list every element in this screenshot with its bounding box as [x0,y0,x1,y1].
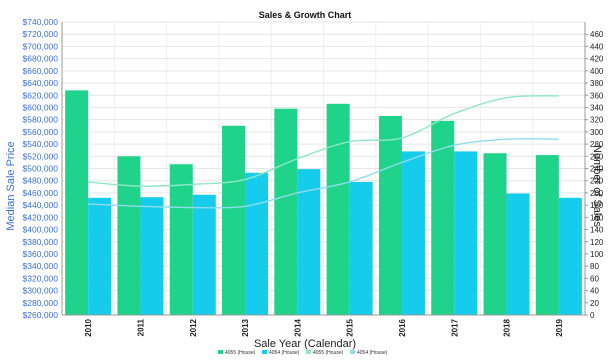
bar [140,197,164,315]
bar [297,169,321,315]
y-tick-label-left: $500,000 [23,164,59,174]
y-tick-label-left: $480,000 [23,176,59,186]
y-tick-label-left: $600,000 [23,102,59,112]
x-tick-label: 2010 [84,318,93,336]
y-tick-label-left: $700,000 [23,41,59,51]
y-tick-label-right: 160 [590,213,604,222]
y-axis-label-right: Number of Sales [591,145,603,227]
y-tick-label-right: 360 [590,91,604,100]
y-tick-label-left: $720,000 [23,29,59,39]
y-tick-label-left: $660,000 [23,66,59,76]
y-tick-label-left: $420,000 [23,212,59,222]
y-tick-label-right: 20 [590,299,599,308]
y-tick-label-left: $380,000 [23,237,59,247]
y-tick-label-right: 220 [590,177,604,186]
y-tick-label-right: 40 [590,287,599,296]
y-tick-label-left: $280,000 [23,298,59,308]
bar [326,103,350,315]
bar [349,181,373,315]
x-tick-label: 2015 [346,318,355,336]
y-tick-label-right: 0 [590,311,595,320]
x-tick-label: 2019 [555,318,564,336]
series-line [88,138,559,209]
y-tick-label-left: $460,000 [23,188,59,198]
bar [431,120,455,315]
bar [222,125,246,315]
y-tick-label-left: $680,000 [23,54,59,64]
y-tick-label-right: 440 [590,42,604,51]
y-tick-label-left: $520,000 [23,151,59,161]
line-layer [88,95,559,209]
bar [117,156,141,315]
bar [274,108,298,315]
bar [88,197,112,315]
y-tick-label-right: 380 [590,79,604,88]
y-tick-label-right: 200 [590,189,604,198]
legend-label: 4055 (House) [225,350,256,356]
x-tick-label: 2018 [503,318,512,336]
bar [506,193,530,315]
y-axis-label-left: Median Sale Price [5,141,17,230]
y-tick-label-right: 420 [590,55,604,64]
series-line [88,95,559,187]
axis-layer: $260,000 $280,000 $300,000 $320,000 $340,000… [23,17,604,337]
legend-label: 4054 (House) [357,350,388,356]
bar [169,164,193,315]
x-tick-label: 2014 [293,318,302,336]
y-tick-label-left: $320,000 [23,273,59,283]
y-tick-label-right: 80 [590,262,599,271]
y-tick-label-right: 460 [590,30,604,39]
x-tick-label: 2012 [189,318,198,336]
y-tick-label-right: 300 [590,128,604,137]
bar [483,153,507,315]
y-tick-label-right: 140 [590,226,604,235]
bar [65,90,89,315]
y-tick-label-left: $440,000 [23,200,59,210]
bar-layer [65,90,582,315]
y-tick-label-right: 340 [590,103,604,112]
y-tick-label-left: $640,000 [23,78,59,88]
legend-swatch [262,350,267,354]
y-tick-label-left: $620,000 [23,90,59,100]
y-tick-label-right: 100 [590,250,604,259]
bar [401,151,425,315]
x-tick-label: 2013 [241,318,250,336]
y-tick-label-right: 280 [590,140,604,149]
y-tick-label-right: 260 [590,152,604,161]
bar [245,172,269,315]
legend-label: 4054 (House) [269,350,300,356]
y-tick-label-left: $740,000 [23,17,59,27]
bar [378,116,402,315]
legend-swatch [218,350,223,354]
y-tick-label-left: $400,000 [23,225,59,235]
bar [454,151,478,315]
bar [558,197,582,315]
y-tick-label-left: $580,000 [23,115,59,125]
y-tick-label-right: 240 [590,165,604,174]
y-tick-label-right: 120 [590,238,604,247]
y-tick-label-right: 400 [590,67,604,76]
bar [192,194,216,315]
x-tick-label: 2016 [398,318,407,336]
y-tick-label-right: 60 [590,274,599,283]
y-tick-label-left: $560,000 [23,127,59,137]
y-tick-label-right: 320 [590,116,604,125]
legend-swatch [306,350,311,354]
legend-label: 4055 (House) [313,350,344,356]
y-tick-label-left: $360,000 [23,249,59,259]
y-tick-label-left: $540,000 [23,139,59,149]
y-tick-label-left: $340,000 [23,261,59,271]
x-tick-label: 2011 [136,318,145,336]
chart-title: Sales & Growth Chart [259,10,352,20]
y-tick-label-left: $300,000 [23,286,59,296]
legend-swatch [350,350,355,354]
y-tick-label-right: 180 [590,201,604,210]
x-tick-label: 2017 [450,318,459,336]
x-axis-label: Sale Year (Calendar) [254,338,356,350]
legend: 4055 (House) 4054 (House) 4055 (House) 4054… [218,350,388,356]
bar [535,155,559,315]
y-tick-label-left: $260,000 [23,310,59,320]
